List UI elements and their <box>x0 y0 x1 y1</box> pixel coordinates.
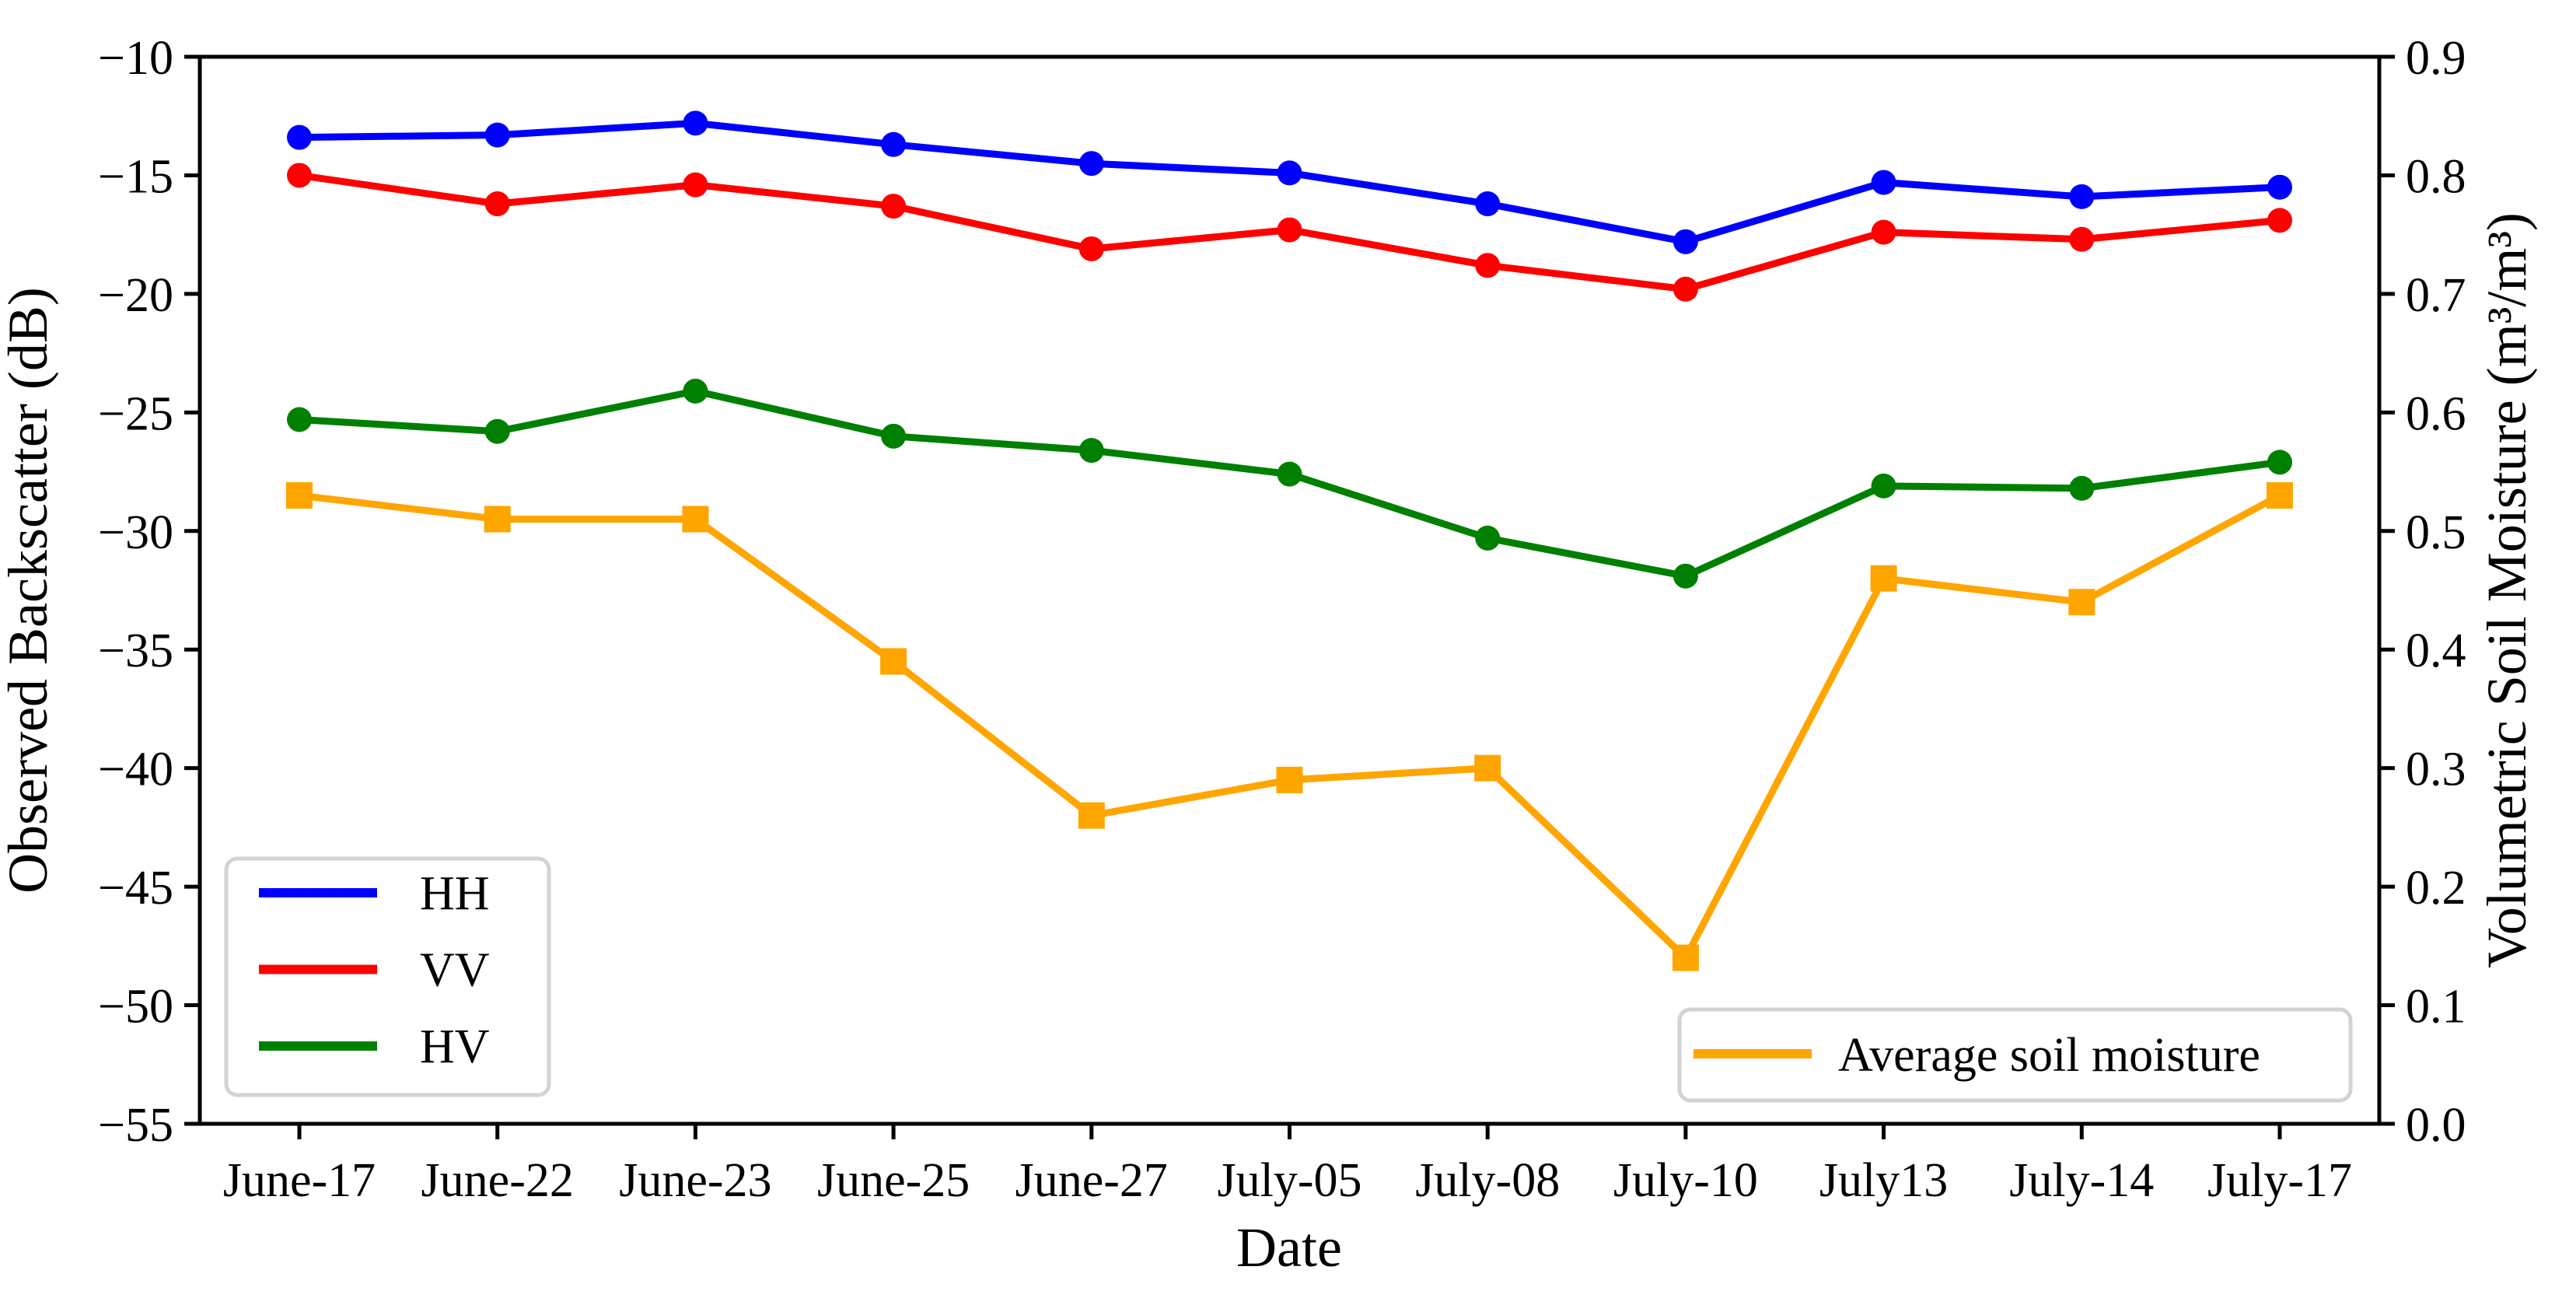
x-axis-tick-label: July-14 <box>2009 1154 2154 1207</box>
marker-circle-HV <box>484 418 510 444</box>
x-axis-tick-label: June-17 <box>223 1154 376 1207</box>
x-axis-tick-label: June-25 <box>817 1154 970 1207</box>
right-axis-tick-label: 0.8 <box>2406 150 2466 203</box>
x-axis-title: Date <box>1236 1216 1342 1279</box>
marker-circle-VV <box>1475 253 1501 278</box>
legend-label-HH: HH <box>420 867 490 920</box>
marker-circle-VV <box>2267 208 2292 233</box>
legend-label-average-soil-moisture: Average soil moisture <box>1838 1029 2260 1082</box>
legend-frame <box>224 856 551 1097</box>
marker-circle-VV <box>881 194 907 219</box>
series-layer <box>286 110 2293 971</box>
marker-circle-HV <box>1078 438 1104 464</box>
right-axis-tick-label: 0.2 <box>2406 862 2466 915</box>
left-axis-tick-label: −25 <box>98 387 173 440</box>
marker-circle-HV <box>881 423 907 449</box>
right-axis-tick-label: 0.4 <box>2406 625 2466 677</box>
left-axis-tick-label: −50 <box>98 981 173 1034</box>
legend-label-VV: VV <box>420 944 490 997</box>
marker-square-average-soil-moisture <box>2267 482 2293 509</box>
x-axis-tick-label: June-23 <box>619 1154 771 1207</box>
legend-box-soil-moisture: Average soil moisture <box>1677 1007 2353 1103</box>
axes-layer: −10 −15 −20 −25 −30 −35 −40 −45 −50 −55 0.9 0.8 0.7 0… <box>98 32 2466 1207</box>
x-axis-tick-label: June-27 <box>1015 1154 1168 1207</box>
series-line-average-soil-moisture <box>299 492 2282 964</box>
marker-circle-VV <box>683 172 708 198</box>
left-axis-tick-label: −55 <box>98 1099 173 1152</box>
marker-circle-HV <box>1672 563 1698 589</box>
marker-circle-VV <box>1672 276 1698 302</box>
marker-circle-HV <box>1475 525 1501 551</box>
marker-square-average-soil-moisture <box>1078 802 1105 829</box>
x-axis-tick-label: July-08 <box>1415 1154 1560 1207</box>
marker-circle-HH <box>1475 191 1501 217</box>
legend-label-HV: HV <box>420 1020 490 1073</box>
marker-square-average-soil-moisture <box>286 482 313 509</box>
marker-circle-HH <box>1078 151 1104 177</box>
left-axis-tick-label: −45 <box>98 862 173 915</box>
marker-circle-VV <box>1871 219 1896 245</box>
marker-circle-VV <box>1078 236 1104 261</box>
marker-circle-HH <box>287 124 312 150</box>
marker-circle-HH <box>1871 170 1896 195</box>
marker-circle-VV <box>2069 226 2095 252</box>
right-axis-tick-label: 0.7 <box>2406 269 2466 322</box>
right-axis-tick-label: 0.5 <box>2406 506 2466 559</box>
y-axis-right-title: Volumetric Soil Moisture (m³/m³) <box>2476 212 2538 968</box>
marker-circle-HH <box>1672 229 1698 254</box>
x-axis-tick-label: July13 <box>1819 1154 1948 1207</box>
left-axis-tick-label: −15 <box>98 150 173 203</box>
left-axis-tick-label: −40 <box>98 743 173 796</box>
marker-square-average-soil-moisture <box>484 506 511 533</box>
x-axis-tick-label: July-17 <box>2207 1154 2352 1207</box>
marker-circle-HH <box>484 122 510 148</box>
right-axis-tick-label: 0.9 <box>2406 32 2466 85</box>
marker-circle-HH <box>881 131 907 157</box>
marker-circle-HH <box>2267 174 2292 200</box>
marker-circle-HV <box>287 407 312 432</box>
left-axis-tick-label: −30 <box>98 506 173 559</box>
left-axis-tick-label: −20 <box>98 269 173 322</box>
left-axis-tick-label: −35 <box>98 625 173 677</box>
marker-circle-HV <box>1871 473 1896 499</box>
marker-square-average-soil-moisture <box>1276 766 1303 793</box>
marker-square-average-soil-moisture <box>2068 589 2095 616</box>
right-axis-tick-label: 0.6 <box>2406 387 2466 440</box>
marker-circle-HH <box>2069 184 2095 209</box>
marker-circle-HV <box>2267 450 2292 475</box>
marker-circle-HV <box>683 378 708 404</box>
marker-square-average-soil-moisture <box>1474 754 1501 782</box>
left-axis-tick-label: −10 <box>98 32 173 85</box>
marker-circle-HV <box>1277 461 1302 487</box>
marker-circle-VV <box>287 163 312 188</box>
marker-circle-VV <box>1277 217 1302 243</box>
marker-square-average-soil-moisture <box>880 648 907 675</box>
marker-square-average-soil-moisture <box>682 506 709 533</box>
x-axis-tick-label: July-10 <box>1613 1154 1758 1207</box>
x-axis-tick-label: June-22 <box>421 1154 574 1207</box>
right-axis-tick-label: 0.0 <box>2406 1099 2466 1152</box>
marker-circle-HV <box>2069 475 2095 501</box>
legend-frame <box>1677 1007 2353 1103</box>
y-axis-left-title: Observed Backscatter (dB) <box>0 287 59 894</box>
marker-square-average-soil-moisture <box>1870 565 1897 592</box>
legend-box-polarizations: HH VV HV <box>224 856 551 1097</box>
marker-square-average-soil-moisture <box>1672 944 1699 971</box>
marker-circle-VV <box>484 191 510 217</box>
x-axis-tick-label: July-05 <box>1218 1154 1362 1207</box>
marker-circle-HH <box>683 110 708 136</box>
right-axis-tick-label: 0.1 <box>2406 981 2466 1034</box>
marker-circle-HH <box>1277 160 1302 186</box>
right-axis-tick-label: 0.3 <box>2406 743 2466 796</box>
